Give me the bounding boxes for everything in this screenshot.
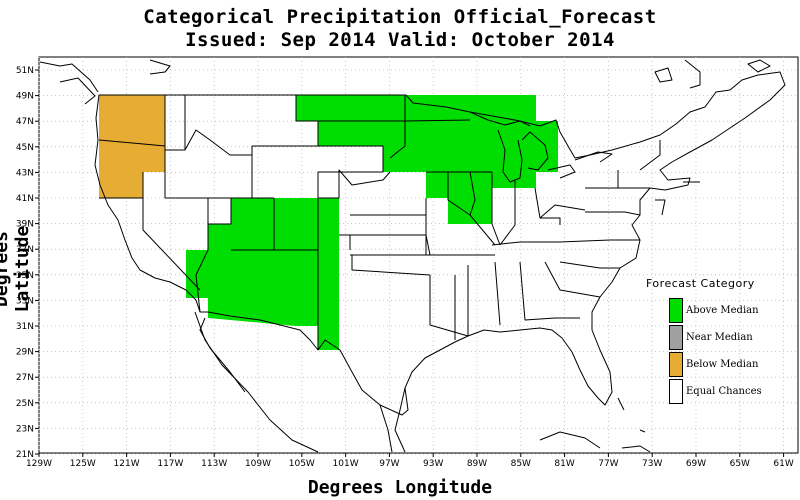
lon-tick-label: 125W [70,459,96,469]
lon-tick-label: 129W [26,459,52,469]
lat-tick-label: 25N [16,399,34,409]
lat-tick-label: 39N [16,220,34,230]
y-axis-label: Degrees Latitude [0,225,33,313]
lon-tick-label: 117W [157,459,183,469]
lat-tick-label: 45N [16,143,34,153]
lat-tick-label: 37N [16,245,34,255]
lon-tick-label: 69W [686,459,706,469]
lat-tick-label: 23N [16,424,34,434]
lat-tick-label: 43N [16,168,34,178]
legend-title: Forecast Category [646,277,755,290]
lon-tick-label: 121W [114,459,140,469]
lat-tick-label: 49N [16,92,34,102]
lon-tick-label: 113W [201,459,227,469]
legend-swatch-above-median [669,298,683,323]
borders [39,59,786,453]
lon-tick-label: 77W [598,459,618,469]
latitude-ticks: 51N 49N 47N 45N 43N 41N 39N 37N 35N 33N 31N 29N 27N 2… [16,66,39,460]
lon-tick-label: 105W [289,459,315,469]
forecast-regions [99,95,558,350]
lat-tick-label: 35N [16,271,34,281]
lat-tick-label: 51N [16,66,34,76]
map-title-line1: Categorical Precipitation Official_Forec… [143,6,657,28]
lon-tick-label: 73W [642,459,662,469]
lon-tick-label: 109W [245,459,271,469]
legend-label-equal-chances: Equal Chances [686,386,762,397]
us-outline [94,71,786,416]
lon-tick-label: 97W [379,459,399,469]
lat-tick-label: 29N [16,348,34,358]
legend-swatch-equal-chances [669,379,683,404]
lon-tick-label: 81W [554,459,574,469]
lon-tick-label: 61W [773,459,793,469]
lon-tick-label: 65W [730,459,750,469]
lon-tick-label: 93W [423,459,443,469]
x-axis-label: Degrees Longitude [307,477,493,498]
lat-tick-label: 33N [16,296,34,306]
lon-tick-label: 101W [333,459,359,469]
legend-label-above-median: Above Median [686,305,759,316]
legend-swatch-near-median [669,325,683,350]
above-median-region-southwest [186,198,339,350]
lat-tick-label: 47N [16,117,34,127]
lat-tick-label: 21N [16,450,34,460]
lat-tick-label: 41N [16,194,34,204]
lon-tick-label: 85W [511,459,531,469]
map-title-line2: Issued: Sep 2014 Valid: October 2014 [185,29,615,51]
legend-swatch-below-median [669,352,683,377]
above-median-region-north [296,95,558,224]
legend-label-near-median: Near Median [686,332,753,343]
lon-tick-label: 89W [467,459,487,469]
lat-tick-label: 31N [16,322,34,332]
lat-tick-label: 27N [16,373,34,383]
below-median-region [99,95,165,198]
longitude-ticks: 129W 125W 121W 117W 113W 109W 105W 101W 97W 93W 89… [26,453,794,469]
legend-label-below-median: Below Median [686,359,759,370]
